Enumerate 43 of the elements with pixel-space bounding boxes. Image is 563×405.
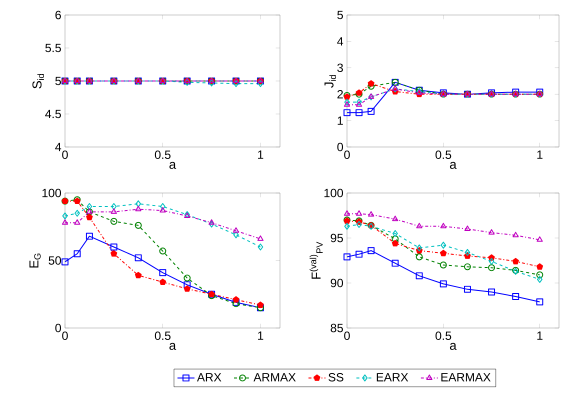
y-tick-label: 85 <box>330 324 343 332</box>
y-tick-label: 50 <box>48 256 62 265</box>
x-tick-label: 0 <box>62 150 68 159</box>
y-tick-label: 5.5 <box>45 44 61 52</box>
y-tick-label: 4.5 <box>45 110 61 118</box>
y-tick-label: 90 <box>330 278 344 288</box>
y-tick-label: 5 <box>55 76 61 86</box>
legend-label: ARMAX <box>254 373 296 382</box>
y-tick-label: 2 <box>337 90 343 98</box>
x-tick-label: 1 <box>537 332 542 340</box>
legend-label: EARMAX <box>441 373 491 382</box>
y-tick-label: 5 <box>337 10 343 20</box>
x-tick-label: 0 <box>344 150 350 159</box>
y-axis-title: F$^{(val)}$PV <box>310 242 323 279</box>
x-axis-title: a <box>450 342 457 350</box>
x-tick-label: 0.5 <box>154 150 171 159</box>
x-axis-title: a <box>169 162 176 169</box>
y-tick-label: 0 <box>337 142 344 152</box>
y-tick-label: 100 <box>42 188 62 198</box>
y-tick-label: 4 <box>337 37 344 46</box>
y-tick-label: 4 <box>55 142 62 152</box>
x-tick-label: 0.5 <box>436 150 452 159</box>
x-tick-label: 1 <box>258 150 264 159</box>
x-axis-title: a <box>450 162 457 169</box>
x-tick-label: 0 <box>62 332 68 340</box>
x-tick-label: 1 <box>258 332 264 340</box>
y-tick-label: 3 <box>337 64 343 72</box>
y-tick-label: 95 <box>330 234 343 242</box>
legend-label: SS <box>328 373 344 382</box>
y-axis-title: J$_{id}$ <box>324 75 336 88</box>
y-tick-label: 6 <box>55 10 61 20</box>
x-tick-label: 0.5 <box>154 332 171 340</box>
y-axis-title: E$_{G}$ <box>29 254 41 268</box>
y-tick-label: 1 <box>338 116 343 125</box>
x-tick-label: 1 <box>537 150 542 159</box>
x-axis-title: a <box>169 342 176 350</box>
y-axis-title: S$_{id}$ <box>32 74 44 88</box>
legend-label: ARX <box>196 373 222 382</box>
legend-label: EARX <box>376 373 408 382</box>
y-tick-label: 0 <box>55 324 62 332</box>
x-tick-label: 0.5 <box>436 332 452 340</box>
y-tick-label: 100 <box>324 188 344 198</box>
x-tick-label: 0 <box>344 332 350 340</box>
